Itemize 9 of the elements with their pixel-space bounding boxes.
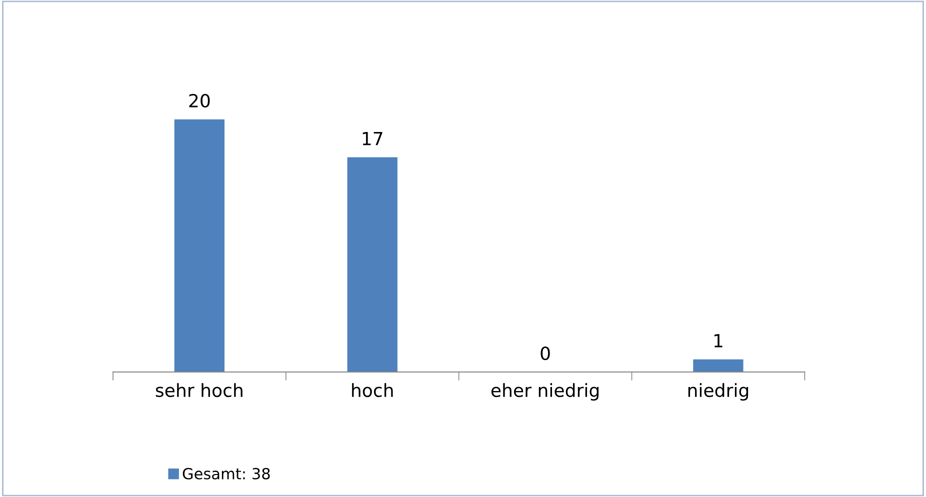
data-label: 0 (540, 346, 550, 360)
data-label: 1 (714, 334, 722, 348)
x-tick-label: niedrig (688, 383, 748, 401)
data-label: 17 (362, 132, 382, 146)
x-tick-label: sehr hoch (156, 383, 242, 398)
legend-label: Gesamt: 38 (182, 468, 270, 480)
data-label: 20 (189, 94, 210, 108)
x-tick-label: hoch (352, 383, 393, 398)
x-tick-label: eher niedrig (491, 383, 599, 401)
